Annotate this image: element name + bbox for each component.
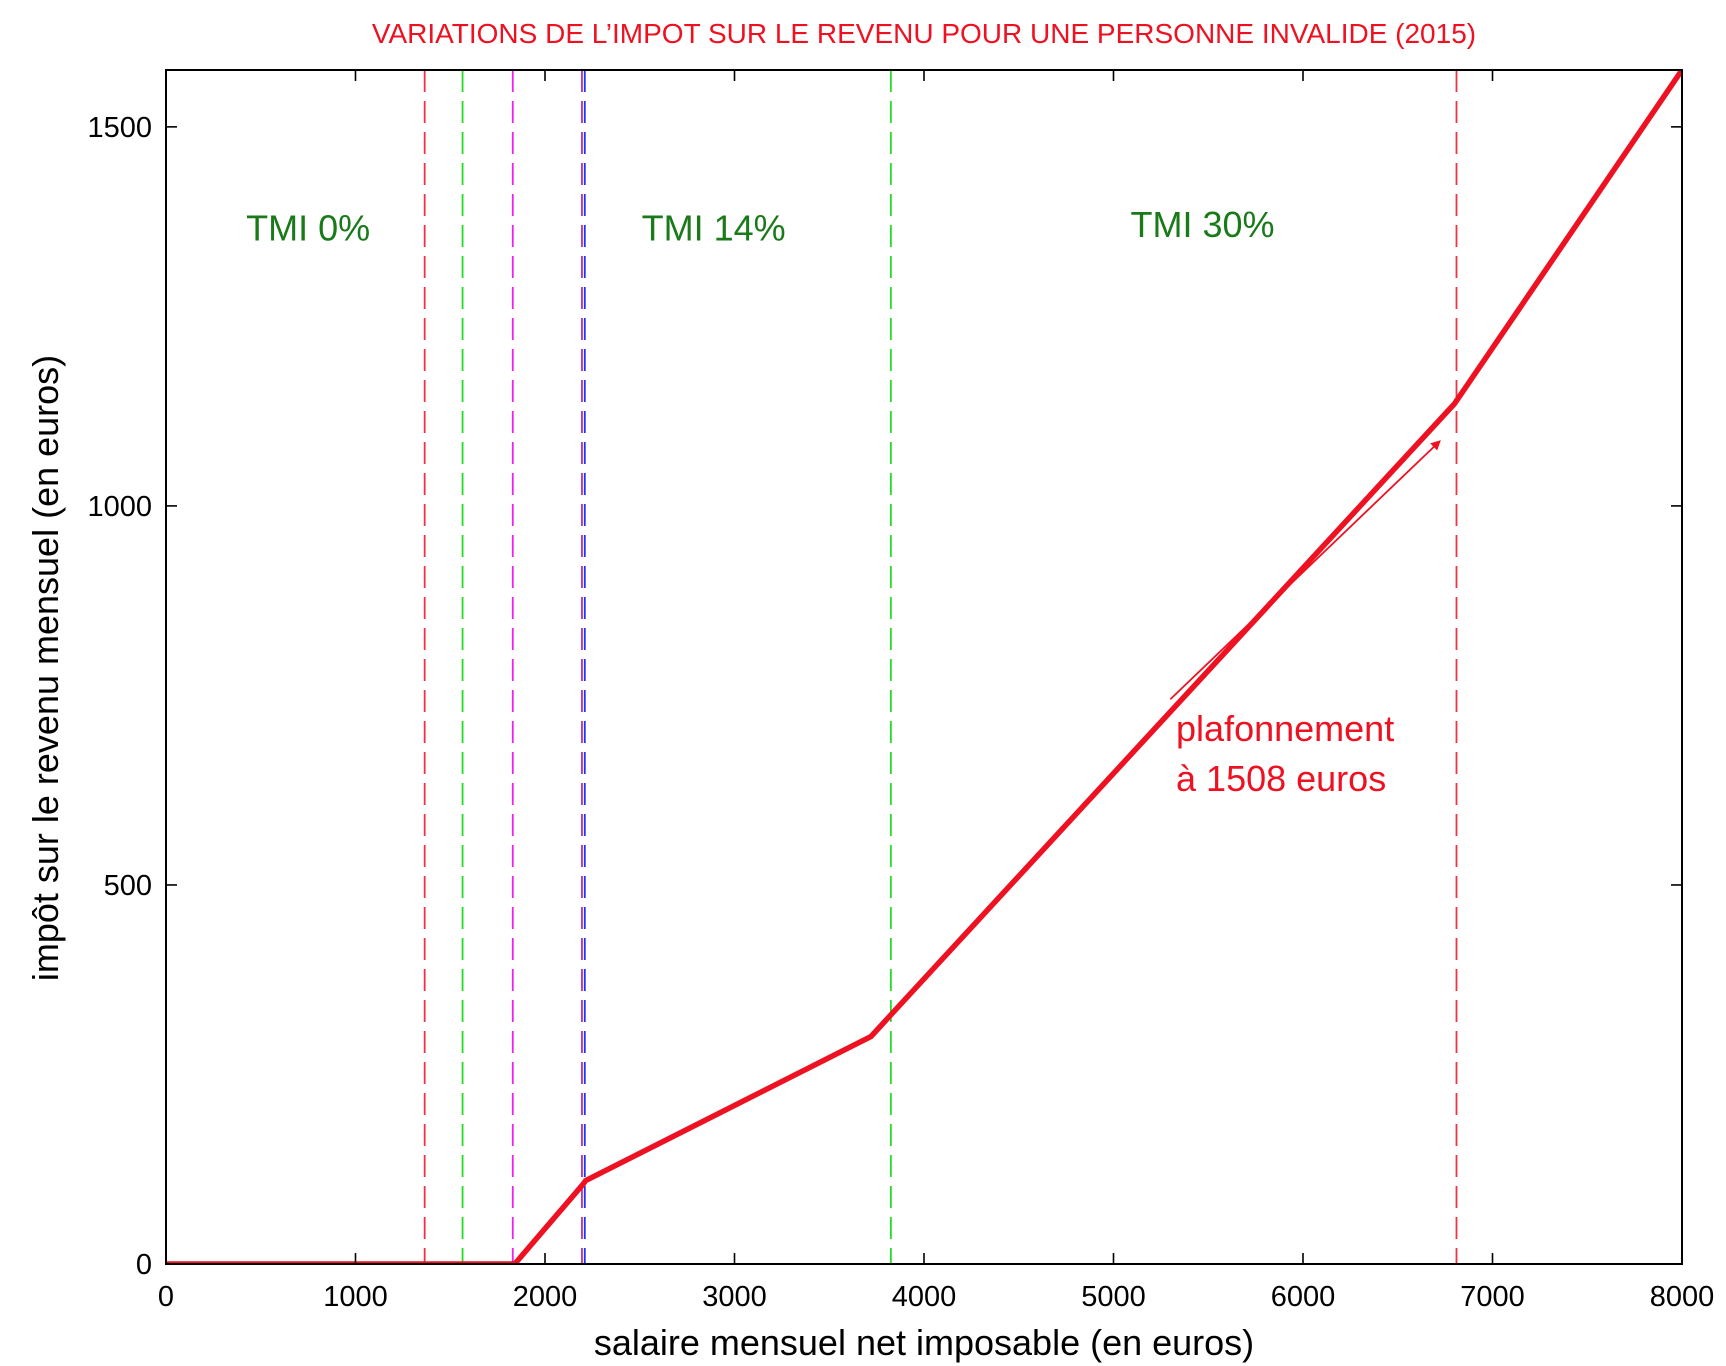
x-tick-label: 0: [158, 1281, 174, 1313]
y-tick-label: 0: [136, 1249, 152, 1281]
annotation-text-line: à 1508 euros: [1176, 758, 1386, 799]
tax-bracket-labels: TMI 0% TMI 14% TMI 30%: [246, 204, 1274, 249]
annotation-arrow: [1169, 440, 1441, 700]
tick-labels: 0 1000 2000 3000 4000 5000 6000 7000 8000 0 500 100…: [87, 112, 1714, 1313]
chart-title: VARIATIONS DE L’IMPOT SUR LE REVENU POUR…: [372, 18, 1476, 49]
x-tick-label: 5000: [1081, 1281, 1146, 1313]
tax-curve-line: [166, 70, 1682, 1264]
x-tick-label: 1000: [323, 1281, 388, 1313]
y-axis-label: impôt sur le revenu mensuel (en euros): [25, 355, 66, 981]
x-tick-label: 7000: [1460, 1281, 1525, 1313]
x-tick-label: 6000: [1271, 1281, 1336, 1313]
axis-ticks: [165, 70, 1683, 1265]
tax-bracket-label: TMI 0%: [246, 208, 370, 249]
plot-frame: [165, 69, 1683, 1265]
y-tick-label: 1000: [87, 491, 152, 523]
y-tick-label: 500: [104, 870, 152, 902]
x-axis-label: salaire mensuel net imposable (en euros): [594, 1322, 1254, 1363]
annotation: plafonnement à 1508 euros: [1169, 440, 1441, 799]
x-tick-label: 2000: [513, 1281, 578, 1313]
vertical-reference-lines: [423, 70, 1458, 1264]
x-tick-label: 3000: [702, 1281, 767, 1313]
annotation-text-line: plafonnement: [1176, 708, 1394, 749]
x-tick-label: 8000: [1650, 1281, 1715, 1313]
x-tick-label: 4000: [892, 1281, 957, 1313]
y-tick-label: 1500: [87, 112, 152, 144]
tax-bracket-label: TMI 14%: [642, 208, 786, 249]
tax-bracket-label: TMI 30%: [1131, 204, 1275, 245]
series-layer: [166, 70, 1682, 1264]
